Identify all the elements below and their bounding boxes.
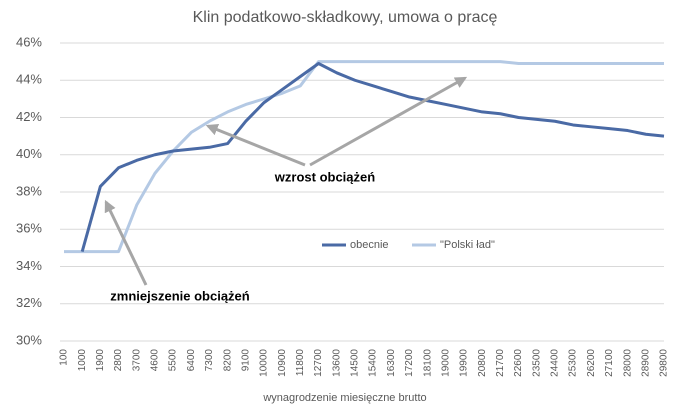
legend-label: obecnie xyxy=(350,239,389,251)
x-tick-label: 4600 xyxy=(150,349,161,372)
x-tick-label: 28000 xyxy=(622,349,633,377)
x-tick-label: 13600 xyxy=(331,349,342,377)
y-tick-label: 32% xyxy=(16,295,42,310)
x-tick-label: 27100 xyxy=(604,349,615,377)
y-tick-label: 34% xyxy=(16,258,42,273)
legend-label: "Polski ład" xyxy=(440,239,495,251)
x-tick-label: 20800 xyxy=(477,349,488,377)
x-tick-label: 29800 xyxy=(659,349,670,377)
x-axis-label: wynagrodzenie miesięczne brutto xyxy=(262,392,426,404)
y-tick-label: 46% xyxy=(16,34,42,49)
x-tick-label: 10000 xyxy=(259,349,270,377)
x-tick-label: 17200 xyxy=(404,349,415,377)
chart-title: Klin podatkowo-składkowy, umowa o pracę xyxy=(193,9,498,26)
x-tick-label: 22600 xyxy=(513,349,524,377)
y-tick-label: 38% xyxy=(16,183,42,198)
x-tick-label: 16300 xyxy=(386,349,397,377)
x-tick-label: 21700 xyxy=(495,349,506,377)
x-tick-label: 28900 xyxy=(640,349,651,377)
annotation: zmniejszenie obciążeń xyxy=(110,288,249,303)
y-tick-label: 40% xyxy=(16,146,42,161)
x-tick-label: 19900 xyxy=(459,349,470,377)
y-tick-label: 30% xyxy=(16,332,42,347)
x-tick-label: 19000 xyxy=(440,349,451,377)
x-tick-label: 12700 xyxy=(313,349,324,377)
x-tick-label: 7300 xyxy=(204,349,215,372)
x-tick-label: 23500 xyxy=(531,349,542,377)
x-tick-label: 6400 xyxy=(186,349,197,372)
series-line xyxy=(80,61,665,253)
x-tick-label: 2800 xyxy=(113,349,124,372)
y-tick-label: 36% xyxy=(16,221,42,236)
x-tick-label: 26200 xyxy=(586,349,597,377)
x-tick-label: 100 xyxy=(59,349,70,366)
x-tick-label: 3700 xyxy=(131,349,142,372)
x-tick-label: 10900 xyxy=(277,349,288,377)
arrows xyxy=(104,76,468,286)
y-tick-label: 42% xyxy=(16,109,42,124)
x-tick-label: 8200 xyxy=(222,349,233,372)
x-tick-label: 18100 xyxy=(422,349,433,377)
series-line xyxy=(64,60,664,254)
x-tick-label: 5500 xyxy=(168,349,179,372)
x-tick-label: 25300 xyxy=(568,349,579,377)
x-tick-label: 1900 xyxy=(95,349,106,372)
x-tick-label: 15400 xyxy=(368,349,379,377)
x-tick-label: 14500 xyxy=(350,349,361,377)
x-tick-label: 24400 xyxy=(550,349,561,377)
y-tick-label: 44% xyxy=(16,72,42,87)
x-tick-label: 1000 xyxy=(77,349,88,372)
x-tick-label: 9100 xyxy=(240,349,251,372)
annotation: wzrost obciążeń xyxy=(274,169,375,184)
x-tick-label: 11800 xyxy=(295,349,306,377)
